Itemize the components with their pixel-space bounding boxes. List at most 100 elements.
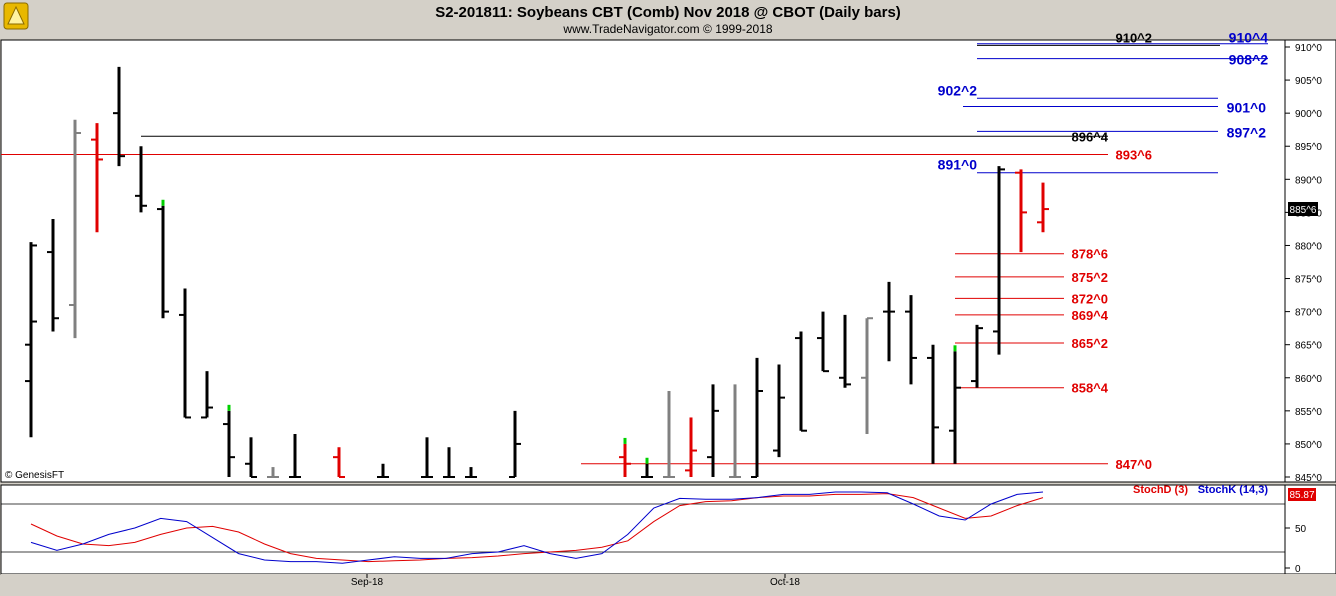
stoch-tick-label: 50: [1295, 524, 1307, 535]
price-bar: [1015, 169, 1027, 253]
price-tick-label: 905^0: [1295, 76, 1322, 87]
bar-flag: [645, 457, 649, 464]
date-labels: Sep-18 Oct-18: [351, 574, 800, 588]
stochd-line: [30, 493, 1044, 563]
date-label: Oct-18: [770, 577, 800, 588]
level-label: 897^2: [1227, 124, 1267, 140]
level-label: 865^2: [1071, 336, 1108, 351]
level-label: 875^2: [1071, 270, 1108, 285]
price-bar: [751, 357, 763, 478]
level-label: 910^2: [1115, 30, 1152, 45]
price-bar: [25, 242, 37, 352]
price-bar: [795, 331, 807, 432]
price-bar: [729, 384, 741, 478]
price-bar: [509, 410, 521, 478]
level-lines: 910^2 910^4 908^2 902^2 901^0 897^2 896^4 893^6…: [1, 30, 1268, 472]
price-bars: [25, 66, 1049, 478]
price-bar: [289, 434, 301, 478]
price-bar: [883, 281, 895, 362]
level-label: 872^0: [1071, 291, 1108, 306]
price-bar: [47, 219, 59, 332]
price-bar: [245, 437, 257, 478]
price-tick-label: 910^0: [1295, 43, 1322, 54]
stochk-legend: StochK (14,3): [1198, 484, 1269, 496]
price-bar: [707, 384, 719, 477]
price-bar: [421, 437, 433, 478]
price-bar: [663, 391, 675, 478]
date-axis: [1, 574, 1336, 591]
price-tick-label: 865^0: [1295, 341, 1322, 352]
price-tick-label: 845^0: [1295, 473, 1322, 484]
price-bar: [157, 199, 169, 319]
level-label: 902^2: [938, 82, 978, 98]
price-bar: [465, 467, 477, 478]
price-bar: [993, 166, 1005, 355]
stochk-line: [30, 491, 1044, 564]
stochd-legend: StochD (3): [1133, 484, 1188, 496]
price-tick-label: 895^0: [1295, 142, 1322, 153]
price-bar: [377, 463, 389, 478]
price-bar: [685, 417, 697, 477]
price-bar: [905, 295, 917, 385]
price-bar: [267, 467, 279, 478]
stoch-tick-label: 0: [1295, 564, 1301, 575]
price-bar: [817, 311, 829, 373]
level-label: 891^0: [938, 157, 978, 173]
chart-subtitle: www.TradeNavigator.com © 1999-2018: [562, 22, 772, 36]
price-bar: [1037, 182, 1049, 233]
level-label: 893^6: [1115, 148, 1152, 163]
price-panel[interactable]: [0, 39, 1286, 483]
bar-flag: [161, 199, 165, 206]
price-tick-label: 850^0: [1295, 440, 1322, 451]
stoch-last-badge: [1288, 488, 1316, 501]
level-label: 869^4: [1071, 308, 1108, 323]
price-tick-label: 880^0: [1295, 241, 1322, 252]
trade-navigator-logo-icon: [3, 2, 29, 30]
level-label: 858^4: [1071, 381, 1108, 396]
price-bar: [201, 371, 213, 419]
price-tick-label: 870^0: [1295, 308, 1322, 319]
price-bar: [619, 437, 631, 477]
last-price-label: 885^6: [1290, 205, 1317, 216]
last-price-badge: [1288, 202, 1318, 216]
date-label: Sep-18: [351, 577, 384, 588]
price-bar: [69, 119, 81, 339]
price-tick-label: 890^0: [1295, 175, 1322, 186]
price-bar: [333, 447, 345, 478]
price-bar: [443, 447, 455, 478]
price-bar: [179, 288, 191, 419]
level-label: 896^4: [1071, 129, 1108, 144]
price-bar: [113, 66, 125, 167]
chart-title: S2-201811: Soybeans CBT (Comb) Nov 2018 …: [435, 4, 901, 21]
price-bar: [861, 317, 873, 434]
price-ticks: 910^0905^0900^0895^0890^0885^0880^0875^0…: [1285, 43, 1322, 484]
price-bar: [641, 457, 653, 478]
level-label: 901^0: [1227, 100, 1267, 116]
price-tick-label: 875^0: [1295, 275, 1322, 286]
stoch-last-label: 85.87: [1289, 490, 1314, 501]
price-bar: [949, 345, 961, 464]
price-tick-label: 855^0: [1295, 407, 1322, 418]
price-tick-label: 860^0: [1295, 374, 1322, 385]
price-bar: [91, 123, 103, 233]
price-bar: [971, 324, 983, 388]
level-label: 908^2: [1229, 52, 1269, 68]
watermark-text: © GenesisFT: [5, 470, 64, 481]
price-bar: [135, 146, 147, 213]
level-label: 847^0: [1115, 457, 1152, 472]
header-bar: [0, 0, 1336, 40]
price-bar: [839, 314, 851, 388]
price-bar: [223, 404, 235, 477]
price-axis: [1284, 39, 1336, 483]
stochastic-ticks: 50 0: [1285, 524, 1307, 575]
price-bar: [773, 364, 785, 458]
level-label: 910^4: [1229, 30, 1269, 46]
bar-flag: [227, 404, 231, 411]
stochastic-lines: [1, 491, 1285, 564]
bar-flag: [623, 437, 627, 444]
price-bar: [927, 344, 939, 464]
bar-flag: [953, 345, 957, 352]
level-label: 878^6: [1071, 247, 1108, 262]
